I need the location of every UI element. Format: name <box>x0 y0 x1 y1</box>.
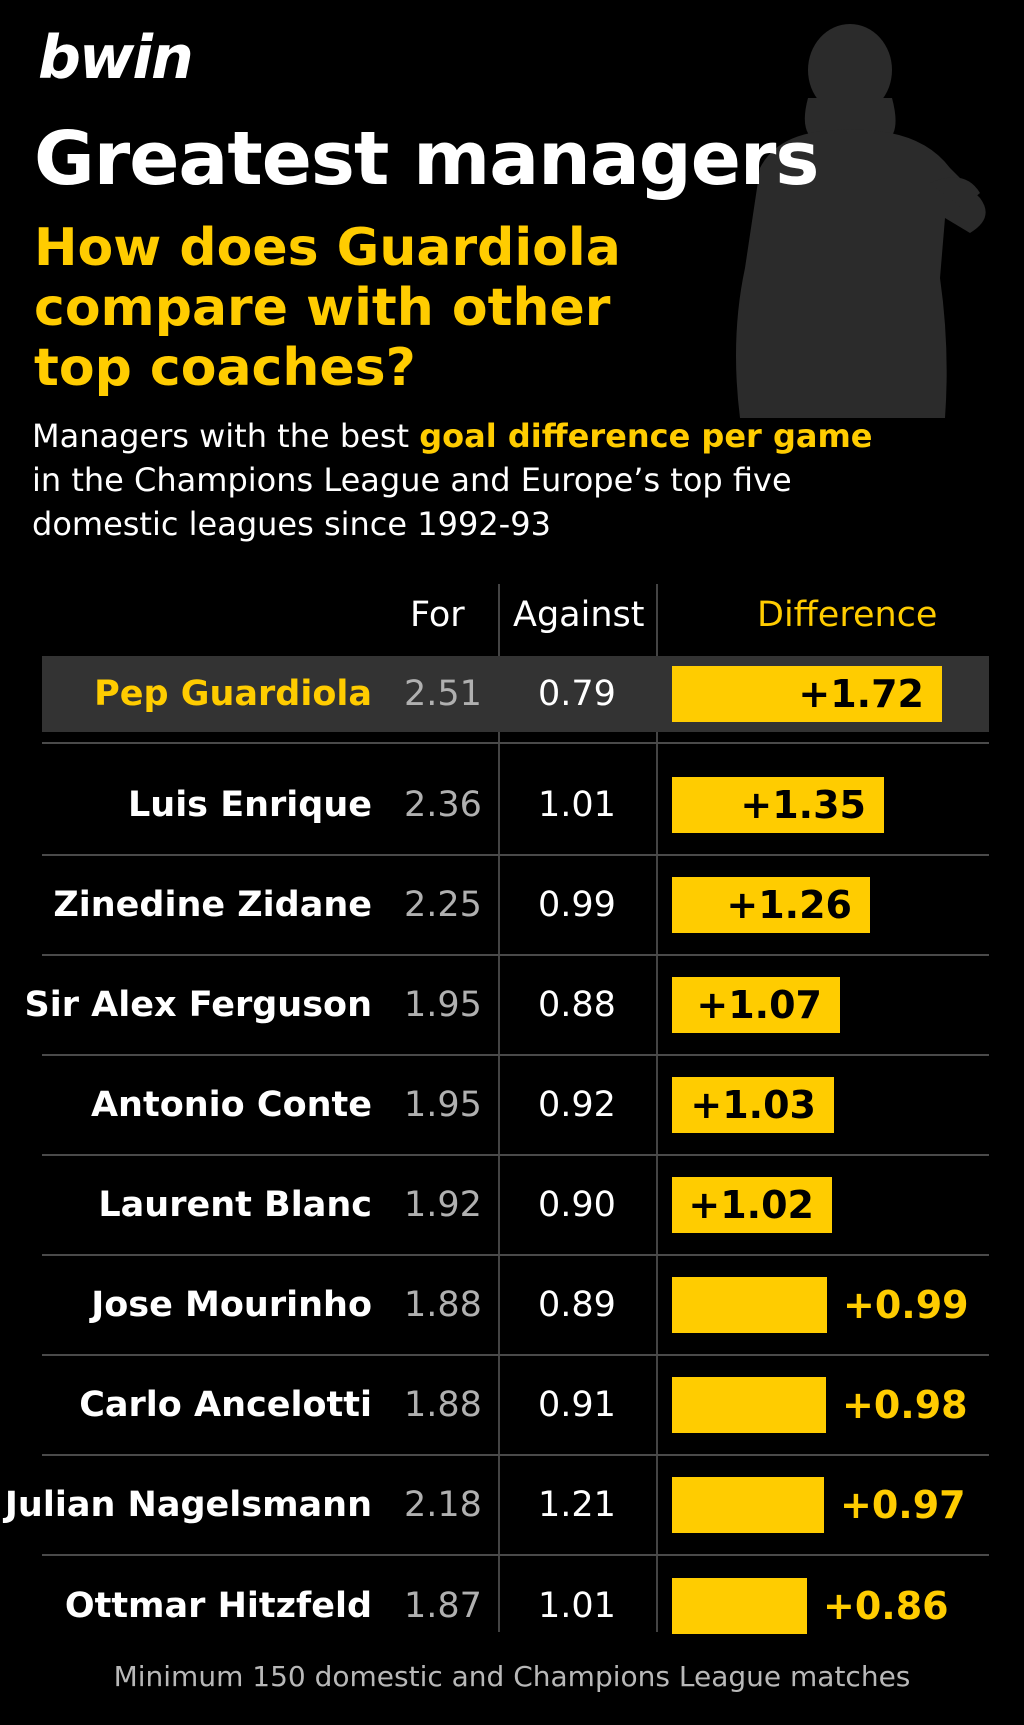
intro-line-2: in the Champions League and Europe’s top… <box>32 461 792 499</box>
manager-name: Sir Alex Ferguson <box>24 985 373 1025</box>
goals-against-value: 0.91 <box>538 1385 616 1425</box>
difference-bar <box>672 1077 834 1133</box>
difference-bar-wrap: +1.72 <box>672 666 942 722</box>
goals-for-value: 2.36 <box>404 785 482 825</box>
difference-label: +0.99 <box>843 1283 969 1327</box>
manager-name: Antonio Conte <box>90 1085 372 1125</box>
difference-label: +1.35 <box>740 783 866 827</box>
goals-against-value: 0.90 <box>538 1185 616 1225</box>
goals-against-value: 0.92 <box>538 1085 616 1125</box>
goals-for-value: 1.95 <box>404 1085 482 1125</box>
difference-bar-wrap: +0.99 <box>672 1277 969 1333</box>
difference-label: +0.86 <box>823 1584 949 1628</box>
goals-for-value: 2.18 <box>404 1485 482 1525</box>
difference-bar <box>672 977 840 1033</box>
table-row: Laurent Blanc 1.92 0.90 +1.02 <box>42 1156 989 1256</box>
table-row: Luis Enrique 2.36 1.01 +1.35 <box>42 756 989 856</box>
manager-name: Carlo Ancelotti <box>79 1385 372 1425</box>
goals-for-value: 1.92 <box>404 1185 482 1225</box>
bwin-logo: bwin <box>38 23 194 93</box>
difference-bar-wrap: +1.35 <box>672 777 884 833</box>
subtitle: How does Guardiola compare with other to… <box>34 218 621 398</box>
table-row: Sir Alex Ferguson 1.95 0.88 +1.07 <box>25 956 989 1056</box>
table-row: Carlo Ancelotti 1.88 0.91 +0.98 <box>42 1356 989 1456</box>
subtitle-line: top coaches? <box>34 338 416 398</box>
difference-bar <box>672 1277 827 1333</box>
manager-name: Luis Enrique <box>127 785 372 825</box>
difference-label: +1.02 <box>688 1183 814 1227</box>
goals-for-value: 1.88 <box>404 1285 482 1325</box>
header-against: Against <box>513 595 645 635</box>
header-for: For <box>410 595 465 635</box>
table-row: Julian Nagelsmann 2.18 1.21 +0.97 <box>5 1456 989 1556</box>
manager-name: Ottmar Hitzfeld <box>64 1586 372 1626</box>
difference-bar-wrap: +1.07 <box>672 977 840 1033</box>
difference-bar-wrap: +0.98 <box>672 1377 968 1433</box>
table-row: Zinedine Zidane 2.25 0.99 +1.26 <box>42 856 989 956</box>
difference-bar <box>672 666 942 722</box>
goals-against-value: 0.99 <box>538 885 616 925</box>
difference-bar <box>672 1578 807 1634</box>
intro-line-3: domestic leagues since 1992-93 <box>32 505 551 543</box>
manager-name: Pep Guardiola <box>94 674 372 714</box>
intro-highlight: goal difference per game <box>419 417 873 455</box>
difference-bar <box>672 1377 826 1433</box>
table-row: Antonio Conte 1.95 0.92 +1.03 <box>42 1056 989 1156</box>
difference-label: +1.26 <box>726 883 852 927</box>
goals-for-value: 2.51 <box>404 674 482 714</box>
intro-text: Managers with the best goal difference p… <box>32 414 932 546</box>
goals-against-value: 0.79 <box>538 674 616 714</box>
difference-label: +0.98 <box>842 1383 968 1427</box>
difference-label: +1.72 <box>798 672 924 716</box>
difference-bar <box>672 777 884 833</box>
goals-against-value: 0.88 <box>538 985 616 1025</box>
difference-label: +0.97 <box>840 1483 966 1527</box>
difference-bar <box>672 1477 824 1533</box>
goals-for-value: 1.87 <box>404 1586 482 1626</box>
goals-against-value: 0.89 <box>538 1285 616 1325</box>
manager-silhouette-image <box>736 24 986 418</box>
table-row: Pep Guardiola 2.51 0.79 +1.72 <box>42 656 989 744</box>
manager-name: Zinedine Zidane <box>53 885 372 925</box>
page-title: Greatest managers <box>34 116 819 202</box>
manager-name: Jose Mourinho <box>91 1285 372 1325</box>
subtitle-line: How does Guardiola <box>34 218 621 278</box>
header-difference: Difference <box>757 595 938 635</box>
column-divider <box>498 584 500 1632</box>
goals-against-value: 1.21 <box>538 1485 616 1525</box>
goals-against-value: 1.01 <box>538 785 616 825</box>
difference-bar-wrap: +0.97 <box>672 1477 966 1533</box>
difference-bar-wrap: +1.26 <box>672 877 870 933</box>
table-row: Jose Mourinho 1.88 0.89 +0.99 <box>42 1256 989 1356</box>
column-divider <box>656 584 658 1632</box>
manager-name: Julian Nagelsmann <box>4 1485 372 1525</box>
subtitle-line: compare with other <box>34 278 611 338</box>
manager-table: Pep Guardiola 2.51 0.79 +1.72 Luis Enrique 2.… <box>5 656 989 1656</box>
footnote: Minimum 150 domestic and Champions Leagu… <box>113 1660 911 1693</box>
table-row: Ottmar Hitzfeld 1.87 1.01 +0.86 <box>42 1556 989 1656</box>
difference-bar <box>672 1177 832 1233</box>
goals-for-value: 2.25 <box>404 885 482 925</box>
goals-for-value: 1.88 <box>404 1385 482 1425</box>
intro-before: Managers with the best <box>32 417 420 455</box>
difference-bar-wrap: +0.86 <box>672 1578 949 1634</box>
difference-label: +1.03 <box>690 1083 816 1127</box>
difference-bar-wrap: +1.03 <box>672 1077 834 1133</box>
difference-bar-wrap: +1.02 <box>672 1177 832 1233</box>
difference-bar <box>672 877 870 933</box>
difference-label: +1.07 <box>696 983 822 1027</box>
goals-for-value: 1.95 <box>404 985 482 1025</box>
manager-name: Laurent Blanc <box>98 1185 372 1225</box>
goals-against-value: 1.01 <box>538 1586 616 1626</box>
